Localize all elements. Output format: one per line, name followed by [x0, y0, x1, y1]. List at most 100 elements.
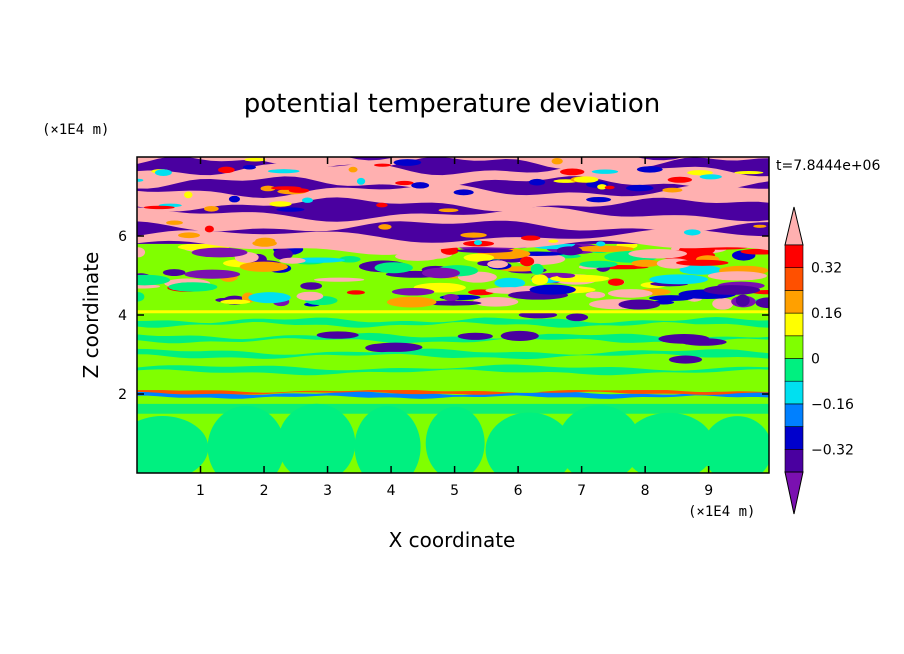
field-eddy	[300, 282, 323, 290]
field-eddy	[487, 260, 509, 269]
field-streak	[395, 180, 414, 186]
field-streak	[301, 197, 313, 203]
colorbar-box	[784, 335, 804, 359]
field-streak	[560, 168, 585, 176]
field-streak	[244, 157, 266, 162]
colorbar: 0.32 0.16 0 −0.16 −0.32	[784, 206, 854, 515]
field-eddy	[296, 291, 324, 301]
x-tick-label: 9	[704, 483, 713, 499]
field-eddy	[394, 251, 441, 261]
field-streak	[596, 241, 606, 247]
field-eddy	[273, 248, 293, 260]
field-line-yellow	[137, 310, 769, 314]
x-tick-label: 2	[260, 483, 269, 499]
field-stripe-middle	[137, 348, 769, 360]
field-eddy	[173, 282, 202, 290]
time-label: t=7.8444e+06	[776, 158, 880, 174]
field-layer-z2-warm	[137, 389, 769, 395]
field-eddy	[220, 299, 251, 305]
colorbar-box	[784, 267, 804, 291]
field-eddy	[755, 297, 769, 309]
colorbar-box	[784, 290, 804, 314]
field-cell	[354, 406, 421, 473]
field-eddy	[579, 260, 618, 268]
field-streak	[586, 196, 612, 203]
field-streak	[699, 174, 722, 180]
field-eddy	[443, 294, 459, 301]
field-cell	[277, 403, 356, 473]
field-eddy	[248, 292, 291, 304]
colorbar-under-triangle	[784, 471, 804, 515]
field-streak	[154, 169, 172, 176]
field-cell	[207, 405, 285, 473]
field-layer-pink	[137, 183, 769, 212]
field-streak	[734, 170, 764, 175]
field-eddy	[494, 277, 526, 289]
colorbar-tick-label: −0.32	[811, 442, 854, 458]
x-axis-title: X coordinate	[389, 528, 516, 552]
field-streak	[636, 166, 663, 173]
field-streak	[393, 159, 422, 166]
field-cell	[425, 406, 485, 473]
field-streak	[252, 239, 277, 247]
field-eddy	[531, 274, 549, 285]
field-band-cell-top	[137, 403, 769, 414]
field-eddy	[463, 253, 495, 262]
field-patch-purple	[500, 330, 539, 341]
colorbar-box	[784, 403, 804, 427]
field-eddy	[530, 263, 544, 275]
field-eddy	[519, 256, 535, 267]
field-streak	[667, 176, 693, 183]
colorbar-box	[784, 380, 804, 405]
field-patch-purple	[365, 343, 399, 353]
field-streak	[591, 169, 619, 174]
field-eddy	[137, 247, 146, 258]
field-band-middle	[137, 307, 769, 391]
x-unit-label: (×1E4 m)	[688, 504, 755, 520]
colorbar-box	[784, 426, 804, 450]
colorbar-box	[784, 448, 804, 473]
field-eddy	[679, 264, 722, 275]
field-eddy	[391, 288, 435, 296]
field-layer-z2	[137, 391, 769, 399]
field-eddy	[421, 267, 460, 279]
field-streak	[267, 169, 300, 174]
field-stripe-middle	[137, 317, 769, 328]
y-unit-label: (×1E4 m)	[42, 122, 109, 138]
field-streak	[662, 187, 683, 193]
field-eddy	[703, 285, 761, 295]
field-streak	[687, 170, 713, 176]
x-tick-label: 8	[641, 483, 650, 499]
field-layer-pink	[137, 161, 769, 190]
field-eddy	[191, 247, 248, 258]
field-eddy	[339, 256, 361, 263]
field-streak	[228, 195, 240, 203]
field-eddy	[631, 259, 661, 267]
x-axis: 1 2 3 4 5 6 7 8 9	[196, 157, 713, 499]
field-patch-purple	[566, 313, 589, 322]
field-eddy	[137, 292, 145, 302]
field-eddy	[279, 257, 306, 264]
field-streak	[378, 224, 392, 230]
field-streak	[143, 205, 175, 210]
y-tick-label: 4	[118, 308, 127, 324]
field-eddy	[137, 284, 161, 289]
field-streak	[548, 239, 559, 243]
field-streak	[178, 232, 200, 239]
field-streak	[137, 178, 144, 182]
field-stripe-middle	[137, 332, 769, 344]
colorbar-box	[784, 312, 804, 337]
x-tick-label: 4	[387, 483, 396, 499]
field-streak	[204, 205, 219, 212]
field-eddy	[346, 290, 365, 295]
field-eddy	[607, 289, 653, 298]
field-layer-pink	[137, 157, 769, 170]
field-stripe-middle	[137, 364, 769, 376]
field-cell	[485, 412, 574, 473]
field-streak	[597, 184, 607, 190]
field-eddy	[649, 274, 709, 285]
field-streak	[683, 229, 701, 236]
field-eddy	[184, 269, 241, 279]
field-eddy	[557, 273, 576, 279]
